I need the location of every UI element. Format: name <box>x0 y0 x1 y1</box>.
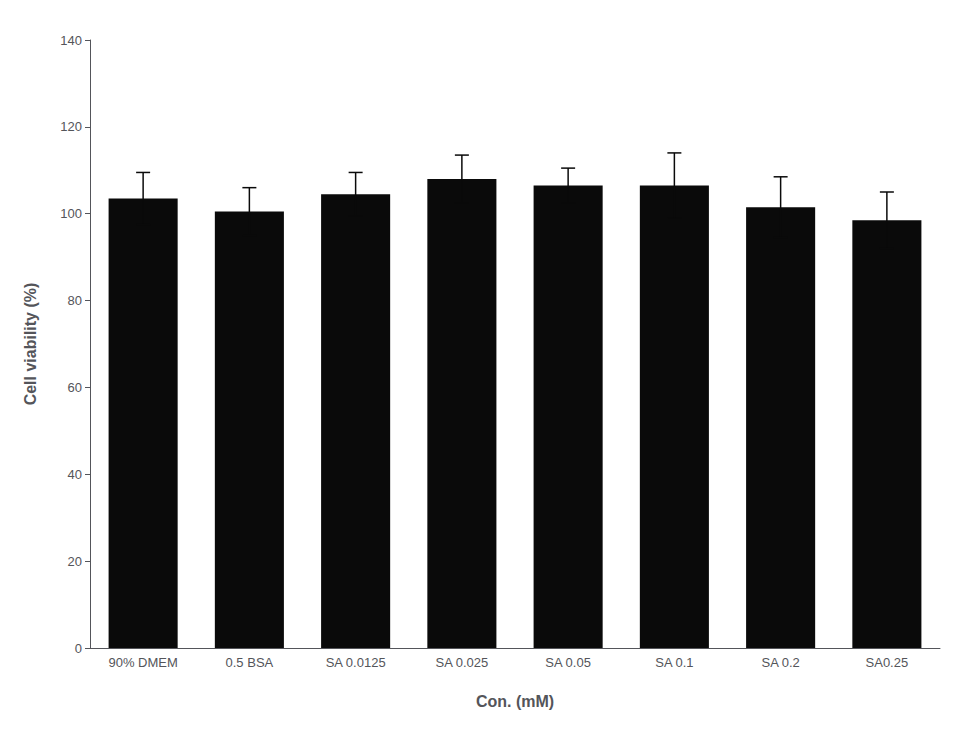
svg-text:100: 100 <box>60 206 82 221</box>
svg-text:90% DMEM: 90% DMEM <box>108 655 177 670</box>
svg-text:Cell viability (%): Cell viability (%) <box>22 283 39 406</box>
svg-text:60: 60 <box>68 380 82 395</box>
svg-text:SA0.25: SA0.25 <box>866 655 909 670</box>
svg-text:Con. (mM): Con. (mM) <box>476 693 554 710</box>
svg-text:40: 40 <box>68 467 82 482</box>
svg-text:SA 0.0125: SA 0.0125 <box>326 655 386 670</box>
svg-text:SA 0.2: SA 0.2 <box>761 655 799 670</box>
svg-text:80: 80 <box>68 293 82 308</box>
svg-text:SA 0.05: SA 0.05 <box>545 655 591 670</box>
svg-text:SA 0.025: SA 0.025 <box>435 655 488 670</box>
svg-text:140: 140 <box>60 33 82 48</box>
svg-text:120: 120 <box>60 119 82 134</box>
svg-text:20: 20 <box>68 554 82 569</box>
svg-text:0: 0 <box>75 641 82 656</box>
svg-text:SA 0.1: SA 0.1 <box>655 655 693 670</box>
svg-text:0.5 BSA: 0.5 BSA <box>226 655 274 670</box>
